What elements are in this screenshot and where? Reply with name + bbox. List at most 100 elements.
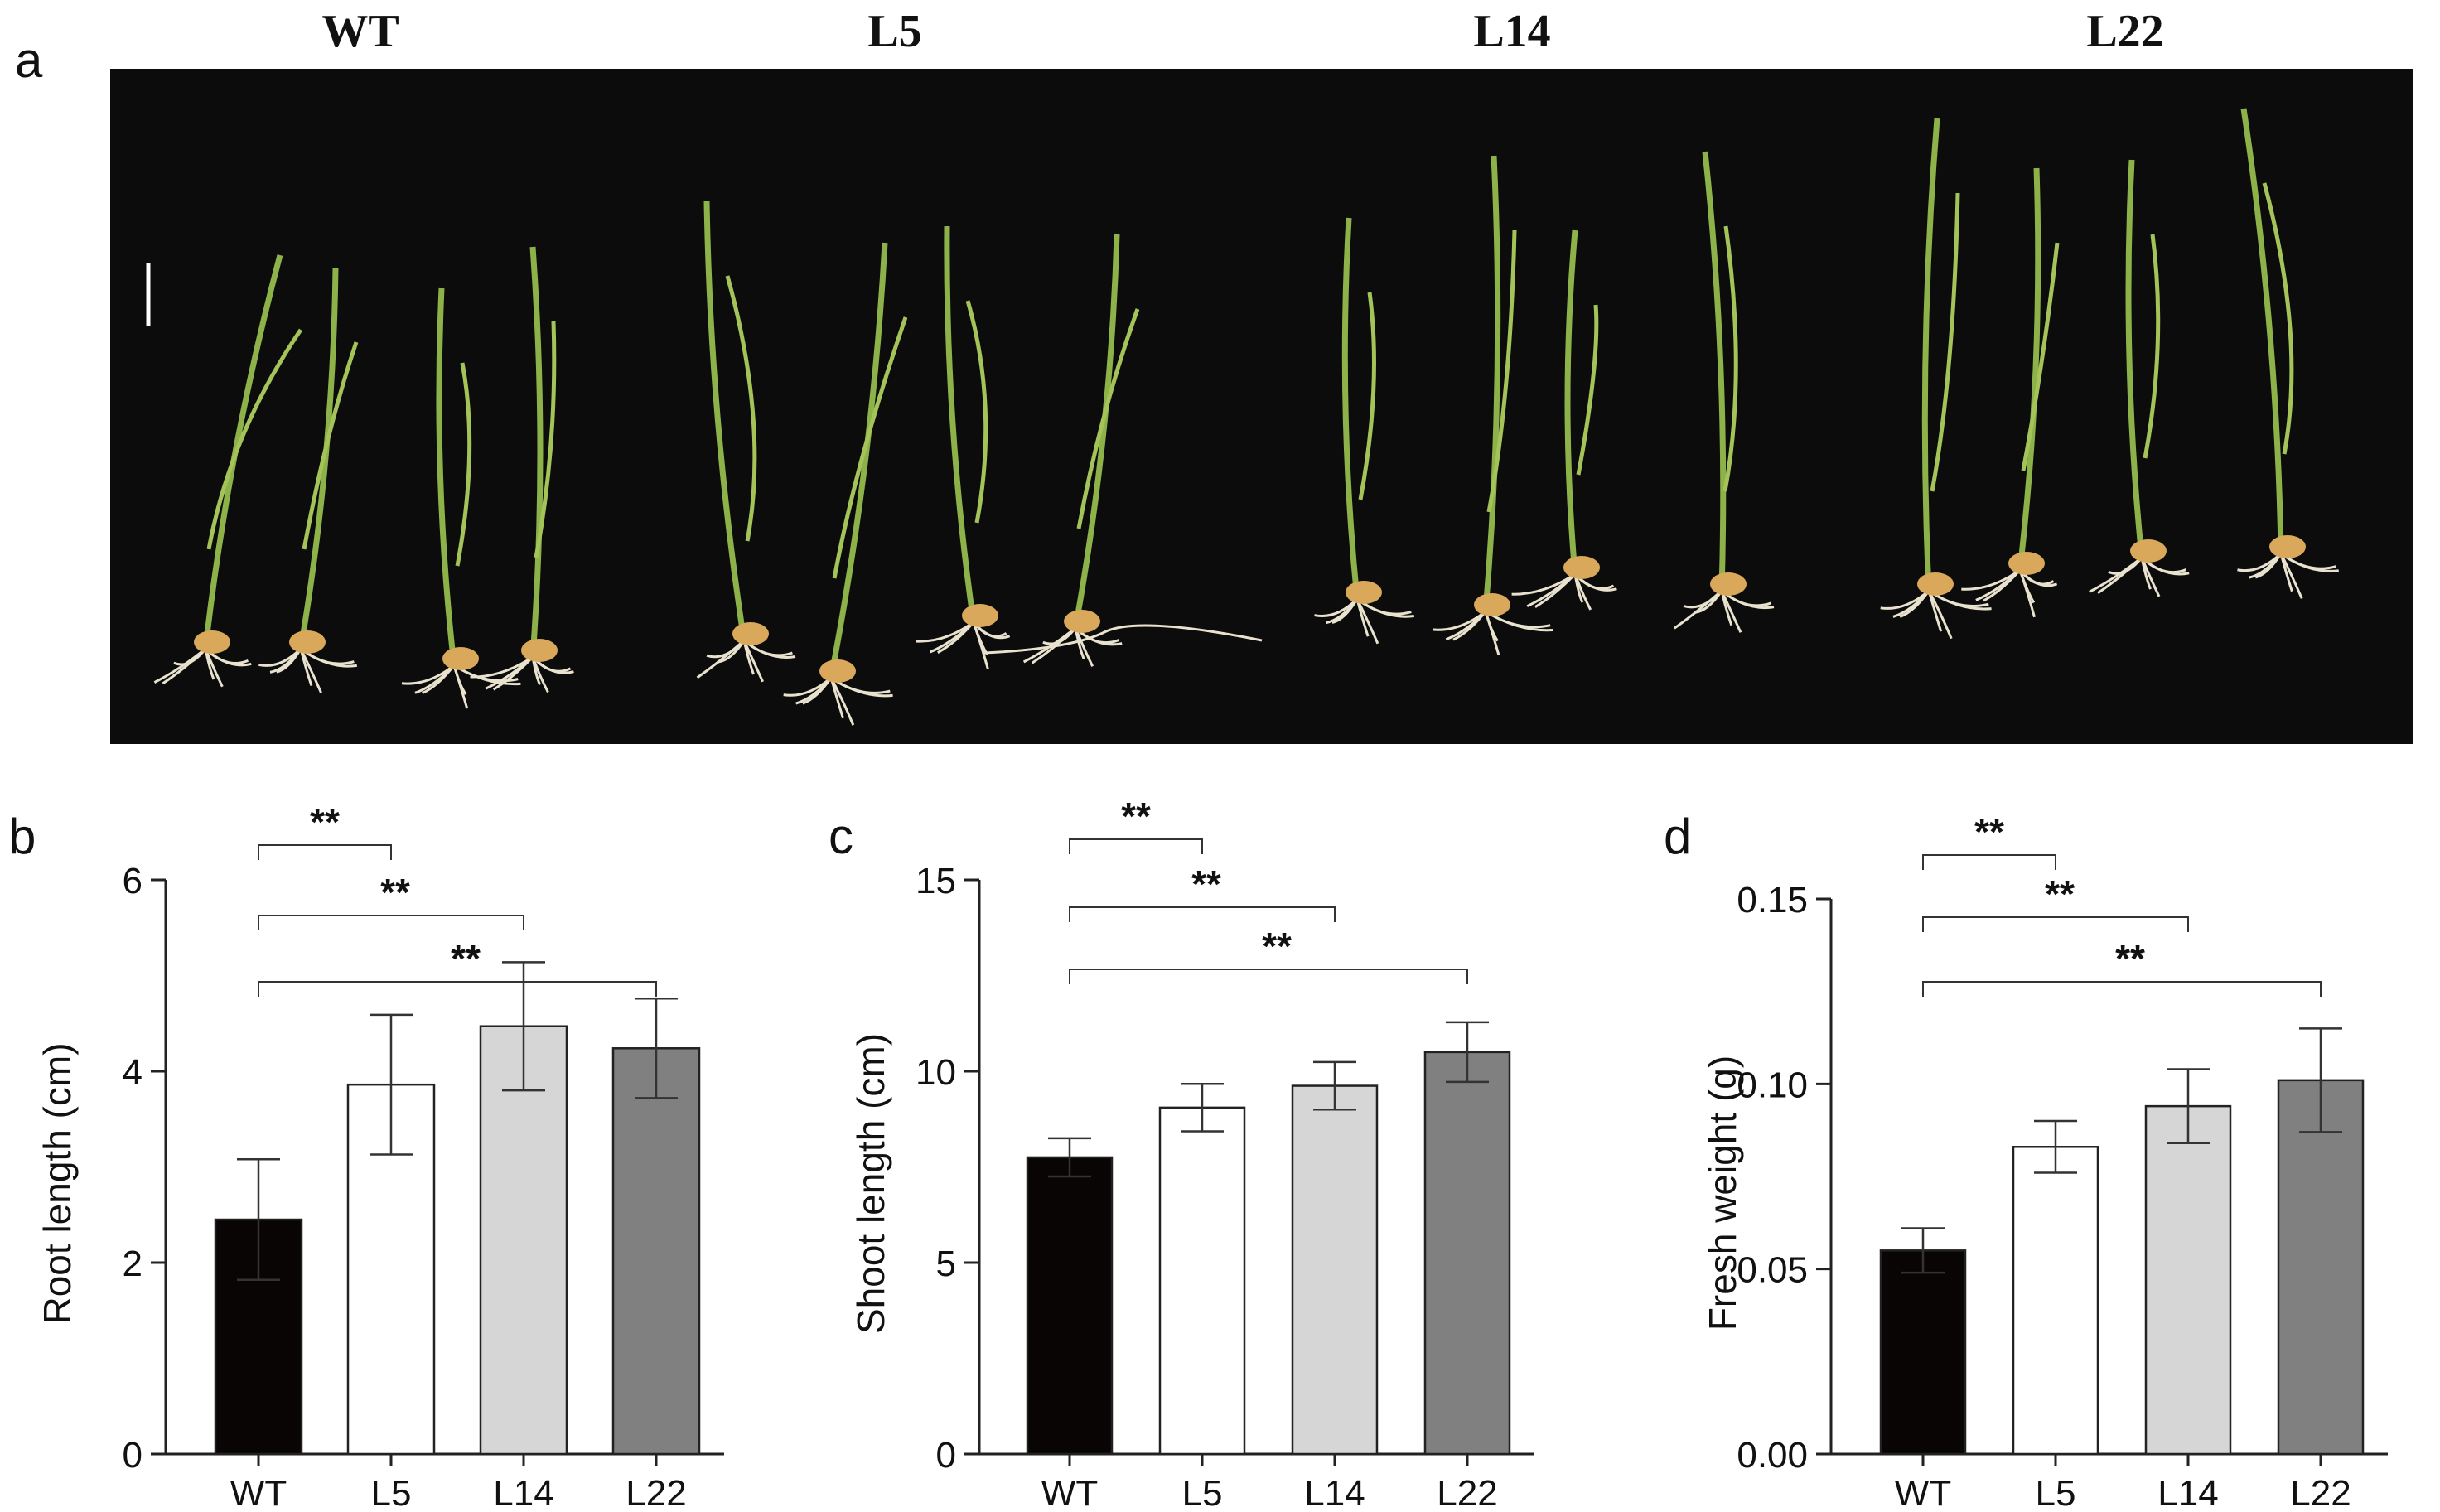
seed <box>962 604 998 627</box>
seedling-leaf <box>1722 225 1738 492</box>
seedling-root <box>1526 572 1576 608</box>
x-tick-label: L22 <box>1437 1473 1497 1512</box>
x-tick-label: L5 <box>371 1473 412 1512</box>
bar-l14 <box>1291 1084 1379 1456</box>
seedling-shoot <box>529 246 544 658</box>
panel-letter-b: b <box>8 809 36 864</box>
bar-wt <box>1026 1156 1114 1456</box>
photo-background <box>110 69 2413 744</box>
significance-bracket <box>258 981 657 997</box>
seed <box>1563 556 1600 579</box>
seedling-root <box>696 639 745 679</box>
significance-bracket <box>1922 981 2322 997</box>
seedling-root <box>153 647 206 684</box>
y-tick-label: 6 <box>123 861 143 901</box>
y-axis-label: Shoot length (cm) <box>849 1033 892 1334</box>
seedling-shoot <box>1072 234 1120 629</box>
seedling-root <box>1445 610 1487 641</box>
seedling-root <box>930 621 975 654</box>
seed <box>289 630 326 654</box>
significance-bracket <box>258 915 524 930</box>
significance-bracket <box>1069 838 1203 854</box>
bar-l5 <box>1158 1106 1246 1456</box>
seedling-shoot <box>1564 229 1578 575</box>
seedling-leaf <box>302 341 359 550</box>
y-tick-label: 0.00 <box>1737 1435 1808 1476</box>
bar-l5 <box>2012 1146 2099 1456</box>
seedling-shoot <box>1341 217 1360 600</box>
seed <box>2008 552 2045 575</box>
seedlings-group <box>153 108 2339 726</box>
seedling-leaf <box>1358 292 1376 500</box>
seed <box>2269 535 2306 558</box>
y-tick-label: 0.05 <box>1737 1250 1808 1291</box>
seedling-photo <box>110 69 2413 744</box>
significance-bracket <box>1069 906 1336 922</box>
x-tick-label: L22 <box>626 1473 686 1512</box>
bar-l14 <box>479 1025 568 1456</box>
x-tick-label: L14 <box>493 1473 553 1512</box>
seed <box>1710 572 1747 596</box>
bar-l22 <box>1423 1051 1511 1456</box>
seedling-shoot <box>1482 155 1501 612</box>
significance-label: ** <box>1121 795 1151 838</box>
seedling-shoot <box>2125 159 2145 558</box>
bar-wt <box>214 1218 303 1456</box>
x-tick-label: WT <box>230 1473 287 1512</box>
bar-wt <box>1879 1249 1967 1456</box>
y-tick-label: 0 <box>123 1435 143 1476</box>
x-tick-label: WT <box>1895 1473 1951 1512</box>
seedling-shoot <box>944 225 977 623</box>
panel-letter-a: a <box>15 32 43 88</box>
significance-label: ** <box>1191 862 1221 906</box>
seedling-root <box>1975 568 2022 601</box>
seedling-shoot <box>828 242 888 679</box>
seedling-leaf <box>455 362 472 567</box>
x-tick-label: WT <box>1041 1473 1098 1512</box>
y-tick-label: 5 <box>936 1244 956 1284</box>
seed <box>521 639 558 662</box>
seedling-shoot <box>1921 118 1940 592</box>
seed <box>1917 572 1954 596</box>
seedling-leaf <box>534 321 557 558</box>
photo-label-wt: WT <box>321 6 399 57</box>
y-tick-label: 10 <box>916 1052 956 1093</box>
significance-bracket <box>1069 969 1468 984</box>
y-axis-label: Root length (cm) <box>36 1042 79 1324</box>
seed <box>1064 610 1100 633</box>
y-tick-label: 15 <box>916 861 956 901</box>
seedling-leaf <box>2143 234 2161 459</box>
seed <box>1346 581 1382 604</box>
seedling-root <box>795 677 833 705</box>
bar-l14 <box>2144 1104 2232 1456</box>
x-tick-label: L22 <box>2290 1473 2351 1512</box>
seedling-shoot <box>703 200 747 641</box>
seed <box>194 630 230 654</box>
seedling-shoot <box>2017 167 2041 571</box>
seed <box>2130 539 2167 563</box>
seed <box>1474 593 1510 616</box>
bar-l22 <box>611 1047 701 1456</box>
seedling-leaf <box>832 316 908 579</box>
significance-label: ** <box>451 937 481 980</box>
significance-label: ** <box>1974 810 2004 853</box>
x-tick-label: L5 <box>2036 1473 2076 1512</box>
seedling-root <box>1892 590 1930 618</box>
significance-bracket <box>258 844 392 860</box>
significance-label: ** <box>2115 937 2145 980</box>
seedling-leaf <box>1930 192 1960 492</box>
seedling-leaf <box>1576 304 1599 476</box>
seedling-leaf <box>2262 182 2294 455</box>
seedling-leaf <box>725 275 757 542</box>
significance-label: ** <box>2045 872 2075 915</box>
seedling-root <box>485 655 534 690</box>
fresh-weight-chart: 0.00 0.05 0.10 0.15 Fresh weight (g) WT L5 L14 L… <box>1701 810 2388 1512</box>
seedling-leaf <box>965 300 988 524</box>
bar-l22 <box>2277 1079 2365 1456</box>
seedling-root <box>1674 589 1722 630</box>
significance-label: ** <box>1262 925 1292 968</box>
significance-bracket <box>1922 854 2056 870</box>
x-tick-label: L5 <box>1182 1473 1223 1512</box>
seedling-leaf <box>206 328 303 550</box>
significance-label: ** <box>310 800 340 843</box>
